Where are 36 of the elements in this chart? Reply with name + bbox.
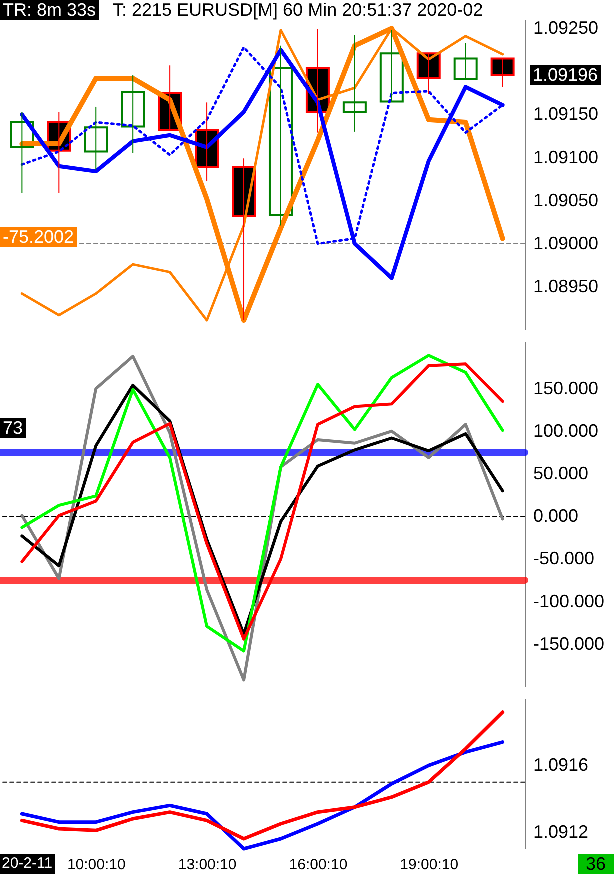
candlestick	[84, 106, 108, 170]
candlestick	[380, 30, 404, 103]
x-tick-label: 10:00:10	[67, 856, 126, 874]
text: 36	[578, 854, 614, 874]
annotation: 73	[0, 418, 26, 438]
line-series	[20, 740, 505, 851]
y-tick-label: 1.08950	[534, 276, 599, 296]
candlestick	[454, 42, 478, 80]
x-tick-label: 19:00:10	[400, 856, 459, 874]
candlestick	[268, 45, 293, 226]
annotation: TR: 8m 33s	[0, 0, 100, 20]
y-tick-label: 1.09050	[534, 190, 599, 210]
y-tick-label: 1.09150	[534, 104, 599, 124]
y-tick-label: -100.000	[534, 591, 605, 612]
y-tick-label: 1.0912	[534, 822, 589, 842]
annotation: T: 2215 EURUSD[M] 60 Min 20:51:37 2020-02	[112, 0, 484, 20]
y-tick-label: -150.000	[534, 634, 605, 654]
y-tick-label: 1.09250	[534, 18, 599, 38]
line-series	[20, 710, 505, 841]
x-tick-label: 13:00:10	[178, 856, 237, 874]
candlestick	[121, 74, 146, 154]
text: 20-2-11	[0, 854, 55, 874]
text: 1.09196	[530, 65, 602, 85]
y-tick-label: 1.0916	[534, 755, 589, 776]
y-tick-label: -50.000	[534, 548, 595, 569]
x-tick-label: 16:00:10	[289, 856, 348, 874]
y-tick-label: 1.09000	[534, 233, 599, 254]
candlestick	[10, 112, 34, 194]
candlestick	[490, 58, 515, 88]
y-tick-label: 50.000	[534, 464, 589, 484]
y-tick-label: 100.000	[534, 420, 599, 441]
annotation: -75.2002	[0, 227, 78, 247]
y-tick-label: 0.000	[534, 506, 579, 526]
y-tick-label: 1.09100	[534, 147, 599, 168]
candlestick	[342, 35, 367, 132]
y-tick-label: 150.000	[534, 378, 599, 398]
